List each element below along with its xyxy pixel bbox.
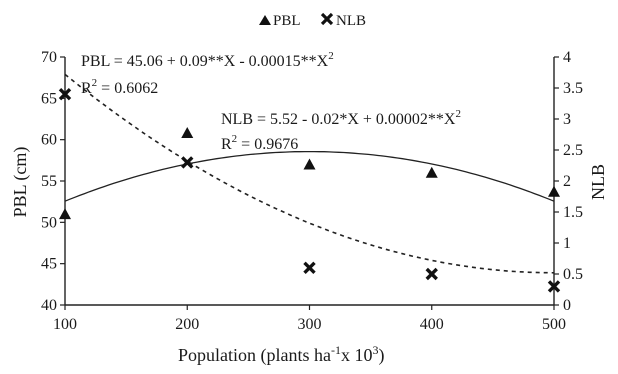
nlb-point [425, 267, 438, 281]
nlb-point [547, 280, 561, 293]
left-y-tick-label: 40 [41, 297, 57, 314]
pbl-point [59, 208, 71, 220]
nlb-point [181, 156, 194, 169]
nlb-point [58, 87, 72, 101]
data-points [58, 87, 561, 293]
nlb-r-squared: R2 = 0.9676 [221, 133, 298, 153]
pbl-point [425, 166, 438, 178]
left-y-tick-label: 70 [41, 49, 57, 66]
left-y-axis-title: PBL (cm) [10, 147, 31, 218]
right-y-tick-label: 2.5 [563, 142, 583, 159]
nlb-point [303, 261, 316, 275]
pbl-point [181, 127, 194, 139]
right-y-axis-title: NLB [588, 164, 608, 200]
pbl-equation: PBL = 45.06 + 0.09**X - 0.00015**X2 [81, 50, 334, 70]
pbl-fit-curve [64, 150, 555, 202]
left-y-ticks: 40 45 50 55 60 65 70 [41, 49, 65, 314]
right-y-ticks: 0 0.5 1 1.5 2 2.5 3 3.5 4 [554, 49, 583, 314]
x-tick-label: 100 [53, 316, 77, 333]
nlb-equation: NLB = 5.52 - 0.02*X + 0.00002**X2 [221, 108, 461, 128]
legend-pbl-marker [259, 15, 271, 25]
left-y-tick-label: 45 [41, 256, 57, 273]
left-y-tick-label: 60 [41, 132, 57, 149]
right-y-tick-label: 0.5 [563, 266, 583, 283]
legend-pbl-label: PBL [273, 13, 301, 29]
x-axis-title: Population (plants ha-1x 103) [178, 343, 384, 366]
x-tick-label: 200 [175, 316, 199, 333]
right-y-tick-label: 0 [563, 297, 571, 314]
right-y-tick-label: 3.5 [563, 80, 583, 97]
legend-nlb-marker [320, 12, 334, 26]
legend: PBL NLB [259, 12, 366, 29]
legend-nlb-label: NLB [336, 13, 366, 29]
right-y-tick-label: 3 [563, 111, 571, 128]
right-y-tick-label: 1 [563, 235, 571, 252]
left-y-tick-label: 55 [41, 173, 57, 190]
pbl-point [303, 158, 316, 170]
nlb-fit-curve [64, 73, 555, 274]
x-tick-label: 400 [420, 316, 444, 333]
pbl-r-squared: R2 = 0.6062 [81, 77, 158, 97]
right-y-tick-label: 1.5 [563, 204, 583, 221]
right-y-tick-label: 4 [563, 49, 571, 66]
left-y-tick-label: 65 [41, 90, 57, 107]
pbl-point [548, 185, 560, 197]
x-ticks: 100 200 300 400 500 [53, 305, 566, 333]
x-tick-label: 500 [542, 316, 566, 333]
x-tick-label: 300 [298, 316, 322, 333]
right-y-tick-label: 2 [563, 173, 571, 190]
left-y-tick-label: 50 [41, 214, 57, 231]
